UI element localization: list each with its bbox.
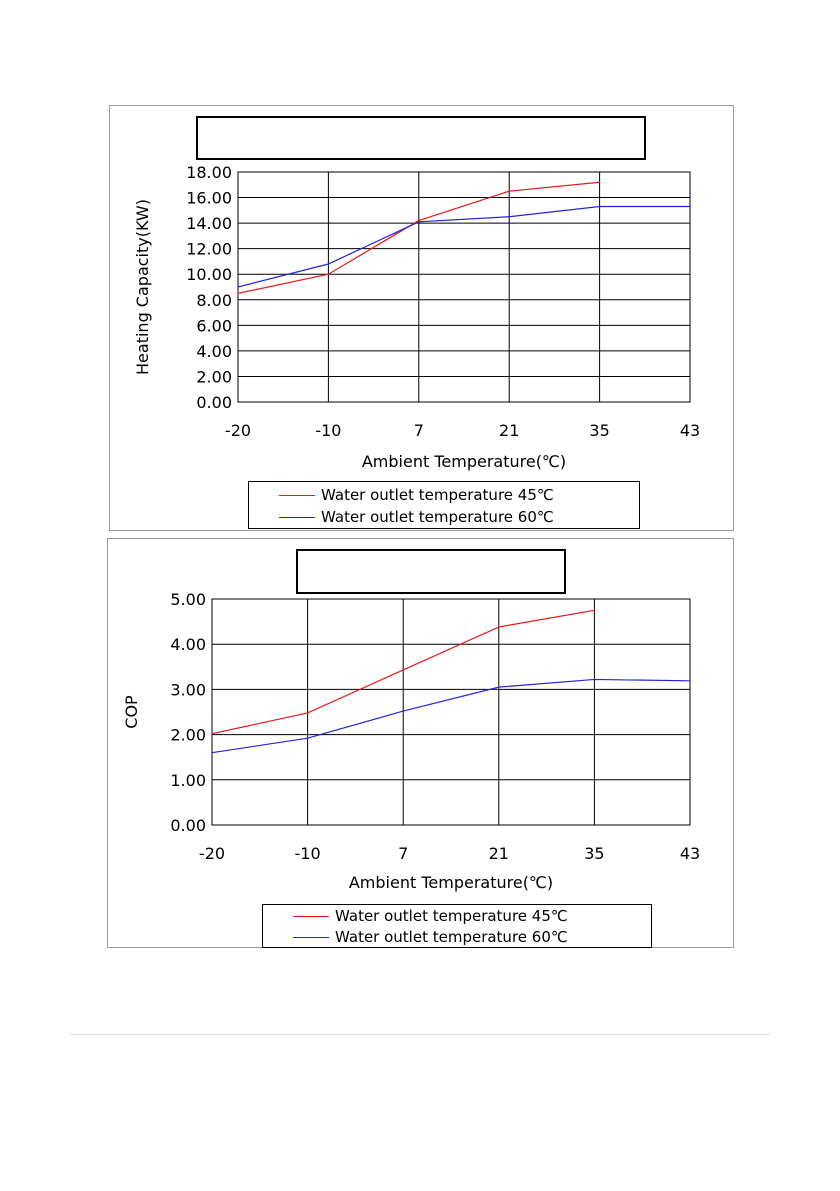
capacity-x-tick-label: -10	[315, 421, 341, 440]
legend-item-60: Water outlet temperature 60℃	[263, 927, 651, 947]
cop-series-point-0	[402, 669, 405, 671]
cop-series-point-1	[498, 686, 500, 688]
cop-chart: 0.00 1.00 2.00 3.00 4.00 5.00 -20 -10 7 21 35 43 Amb…	[122, 590, 700, 892]
legend-swatch-45	[279, 495, 315, 496]
cop-series-point-1	[306, 737, 309, 740]
capacity-y-tick-label: 8.00	[196, 291, 232, 310]
legend-label-45: Water outlet temperature 45℃	[321, 486, 554, 504]
cop-y-tick-label: 4.00	[170, 635, 206, 654]
heating-capacity-legend: Water outlet temperature 45℃ Water outle…	[248, 481, 640, 529]
legend-item-45: Water outlet temperature 45℃	[249, 485, 639, 505]
legend-label-60: Water outlet temperature 60℃	[321, 508, 554, 526]
capacity-y-axis-label: Heating Capacity(KW)	[133, 199, 152, 375]
capacity-x-tick-label: 21	[499, 421, 519, 440]
cop-series-point-1	[402, 710, 405, 712]
capacity-y-tick-label: 16.00	[186, 189, 232, 208]
capacity-y-tick-label: 2.00	[196, 367, 232, 386]
legend-swatch-45	[293, 916, 329, 917]
capacity-series-point-1	[689, 205, 691, 208]
capacity-y-tick-label: 10.00	[186, 265, 232, 284]
cop-plot-area: 0.00 1.00 2.00 3.00 4.00 5.00 -20 -10 7 21 35 43 Amb…	[122, 590, 700, 892]
cop-series-line-1	[211, 678, 691, 754]
capacity-x-axis-label: Ambient Temperature(℃)	[362, 452, 566, 471]
cop-y-tick-label: 0.00	[170, 816, 206, 835]
capacity-series-point-0	[508, 190, 511, 192]
cop-y-tick-label: 1.00	[170, 771, 206, 790]
heating-capacity-chart: 0.00 2.00 4.00 6.00 8.00 10.00 12.00 14.00 16.00…	[133, 163, 700, 471]
capacity-x-tick-label: 43	[680, 421, 700, 440]
cop-series-point-0	[498, 626, 500, 628]
heating-capacity-chart-frame	[109, 105, 734, 531]
cop-y-tick-label: 5.00	[170, 590, 206, 609]
page-divider	[70, 1034, 770, 1035]
cop-y-axis-label: COP	[122, 695, 141, 729]
capacity-series-line-1	[237, 205, 690, 288]
capacity-y-tick-label: 4.00	[196, 342, 232, 361]
capacity-series-point-0	[327, 273, 330, 276]
capacity-x-tick-label: 7	[414, 421, 424, 440]
cop-series-point-0	[211, 732, 213, 735]
capacity-series-point-1	[237, 286, 239, 288]
capacity-series-point-1	[598, 205, 601, 208]
cop-legend: Water outlet temperature 45℃ Water outle…	[262, 904, 652, 948]
capacity-y-tick-label: 14.00	[186, 214, 232, 233]
legend-label-60: Water outlet temperature 60℃	[335, 928, 568, 946]
cop-x-axis-label: Ambient Temperature(℃)	[349, 873, 553, 892]
legend-swatch-60	[279, 517, 315, 518]
cop-chart-title-box	[296, 549, 566, 594]
cop-series-point-1	[211, 751, 213, 754]
cop-y-tick-label: 2.00	[170, 726, 206, 745]
cop-series-point-0	[593, 609, 596, 612]
cop-x-tick-label: 7	[398, 844, 408, 863]
capacity-y-tick-label: 12.00	[186, 240, 232, 259]
capacity-y-tick-label: 6.00	[196, 316, 232, 335]
cop-series-point-1	[689, 680, 691, 682]
cop-x-tick-label: 21	[489, 844, 509, 863]
capacity-series-point-1	[508, 215, 511, 218]
cop-x-tick-label: -20	[199, 844, 225, 863]
cop-series-point-1	[593, 678, 596, 681]
capacity-x-tick-label: -20	[225, 421, 251, 440]
cop-x-tick-label: 43	[680, 844, 700, 863]
capacity-plot-area: 0.00 2.00 4.00 6.00 8.00 10.00 12.00 14.00 16.00…	[133, 163, 700, 471]
cop-y-tick-label: 3.00	[170, 680, 206, 699]
cop-plot-border	[211, 598, 691, 826]
legend-label-45: Water outlet temperature 45℃	[335, 907, 568, 925]
legend-swatch-60	[293, 937, 329, 938]
capacity-series-point-1	[327, 263, 330, 265]
heating-capacity-chart-title-box	[196, 116, 646, 160]
legend-item-45: Water outlet temperature 45℃	[263, 906, 651, 926]
capacity-series-point-0	[418, 219, 420, 222]
capacity-series-point-1	[418, 221, 420, 223]
capacity-series-point-0	[598, 181, 601, 184]
capacity-series-point-0	[237, 292, 239, 295]
cop-series-point-0	[306, 712, 309, 714]
cop-x-tick-label: -10	[295, 844, 321, 863]
cop-x-tick-label: 35	[584, 844, 604, 863]
legend-item-60: Water outlet temperature 60℃	[249, 507, 639, 527]
capacity-x-tick-label: 35	[589, 421, 609, 440]
capacity-y-tick-label: 18.00	[186, 163, 232, 182]
capacity-y-tick-label: 0.00	[196, 393, 232, 412]
